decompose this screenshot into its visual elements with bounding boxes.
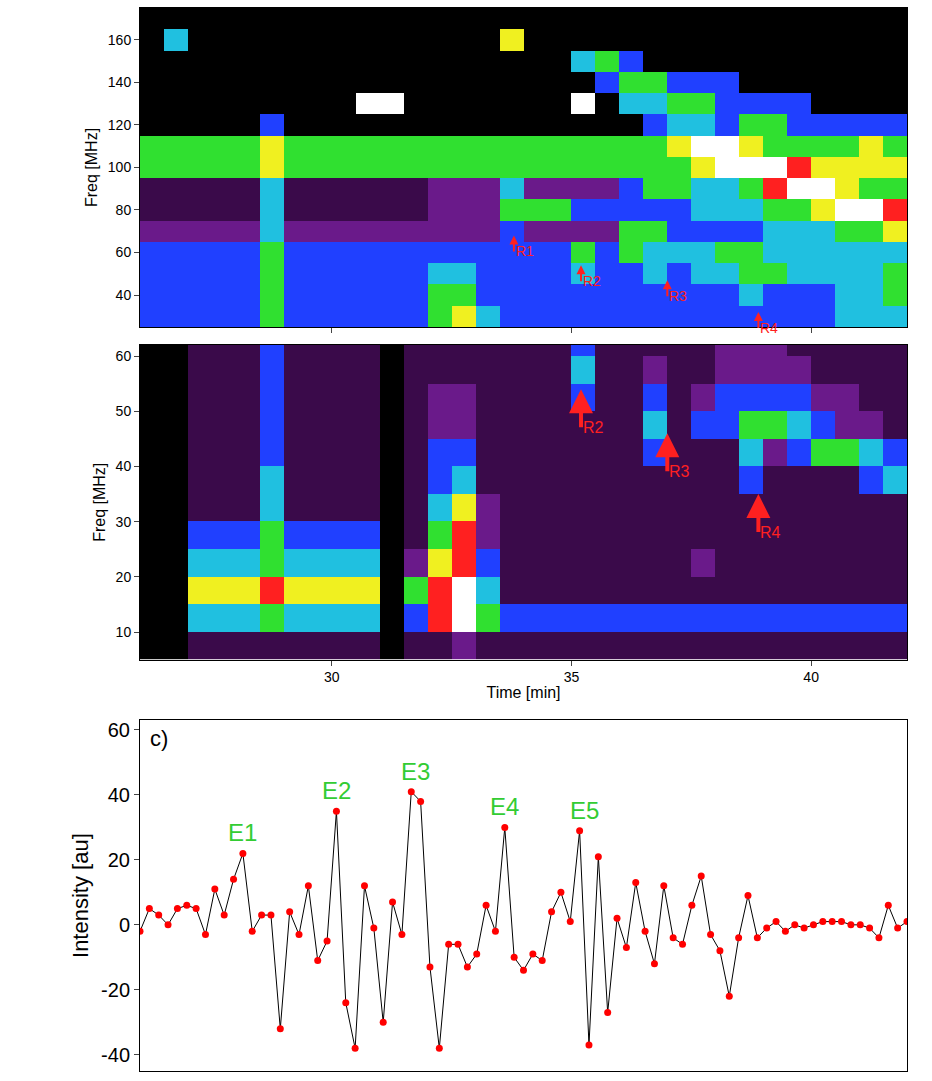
svg-text:0: 0: [119, 914, 130, 936]
svg-text:60: 60: [116, 244, 132, 260]
svg-text:-20: -20: [101, 979, 130, 1001]
svg-text:-40: -40: [101, 1044, 130, 1066]
svg-text:R4: R4: [760, 320, 778, 336]
svg-text:c): c): [150, 726, 168, 751]
svg-text:R1: R1: [516, 243, 534, 259]
svg-text:E3: E3: [401, 758, 430, 785]
svg-text:R2: R2: [583, 419, 604, 436]
svg-text:R3: R3: [669, 463, 690, 480]
svg-text:Freq [MHz]: Freq [MHz]: [91, 463, 108, 542]
svg-text:120: 120: [108, 117, 132, 133]
svg-text:E1: E1: [228, 819, 257, 846]
svg-text:10: 10: [116, 624, 132, 640]
svg-text:40: 40: [803, 669, 819, 685]
svg-text:E2: E2: [322, 777, 351, 804]
svg-text:140: 140: [108, 74, 132, 90]
svg-text:30: 30: [324, 669, 340, 685]
svg-text:40: 40: [108, 784, 130, 806]
svg-text:Freq [MHz]: Freq [MHz]: [83, 128, 100, 207]
svg-text:40: 40: [116, 458, 132, 474]
svg-text:80: 80: [116, 202, 132, 218]
svg-text:40: 40: [116, 287, 132, 303]
svg-text:160: 160: [108, 32, 132, 48]
svg-text:20: 20: [108, 849, 130, 871]
svg-text:30: 30: [116, 514, 132, 530]
svg-text:E5: E5: [570, 797, 599, 824]
svg-text:R4: R4: [760, 524, 781, 541]
svg-text:Intensity [au]: Intensity [au]: [68, 833, 93, 958]
svg-text:R2: R2: [583, 273, 601, 289]
svg-text:60: 60: [108, 719, 130, 741]
svg-text:E4: E4: [490, 793, 519, 820]
svg-text:Time [min]: Time [min]: [486, 684, 560, 701]
svg-text:R3: R3: [669, 288, 687, 304]
svg-text:35: 35: [564, 669, 580, 685]
svg-text:60: 60: [116, 348, 132, 364]
svg-text:50: 50: [116, 403, 132, 419]
svg-text:100: 100: [108, 159, 132, 175]
svg-text:20: 20: [116, 569, 132, 585]
